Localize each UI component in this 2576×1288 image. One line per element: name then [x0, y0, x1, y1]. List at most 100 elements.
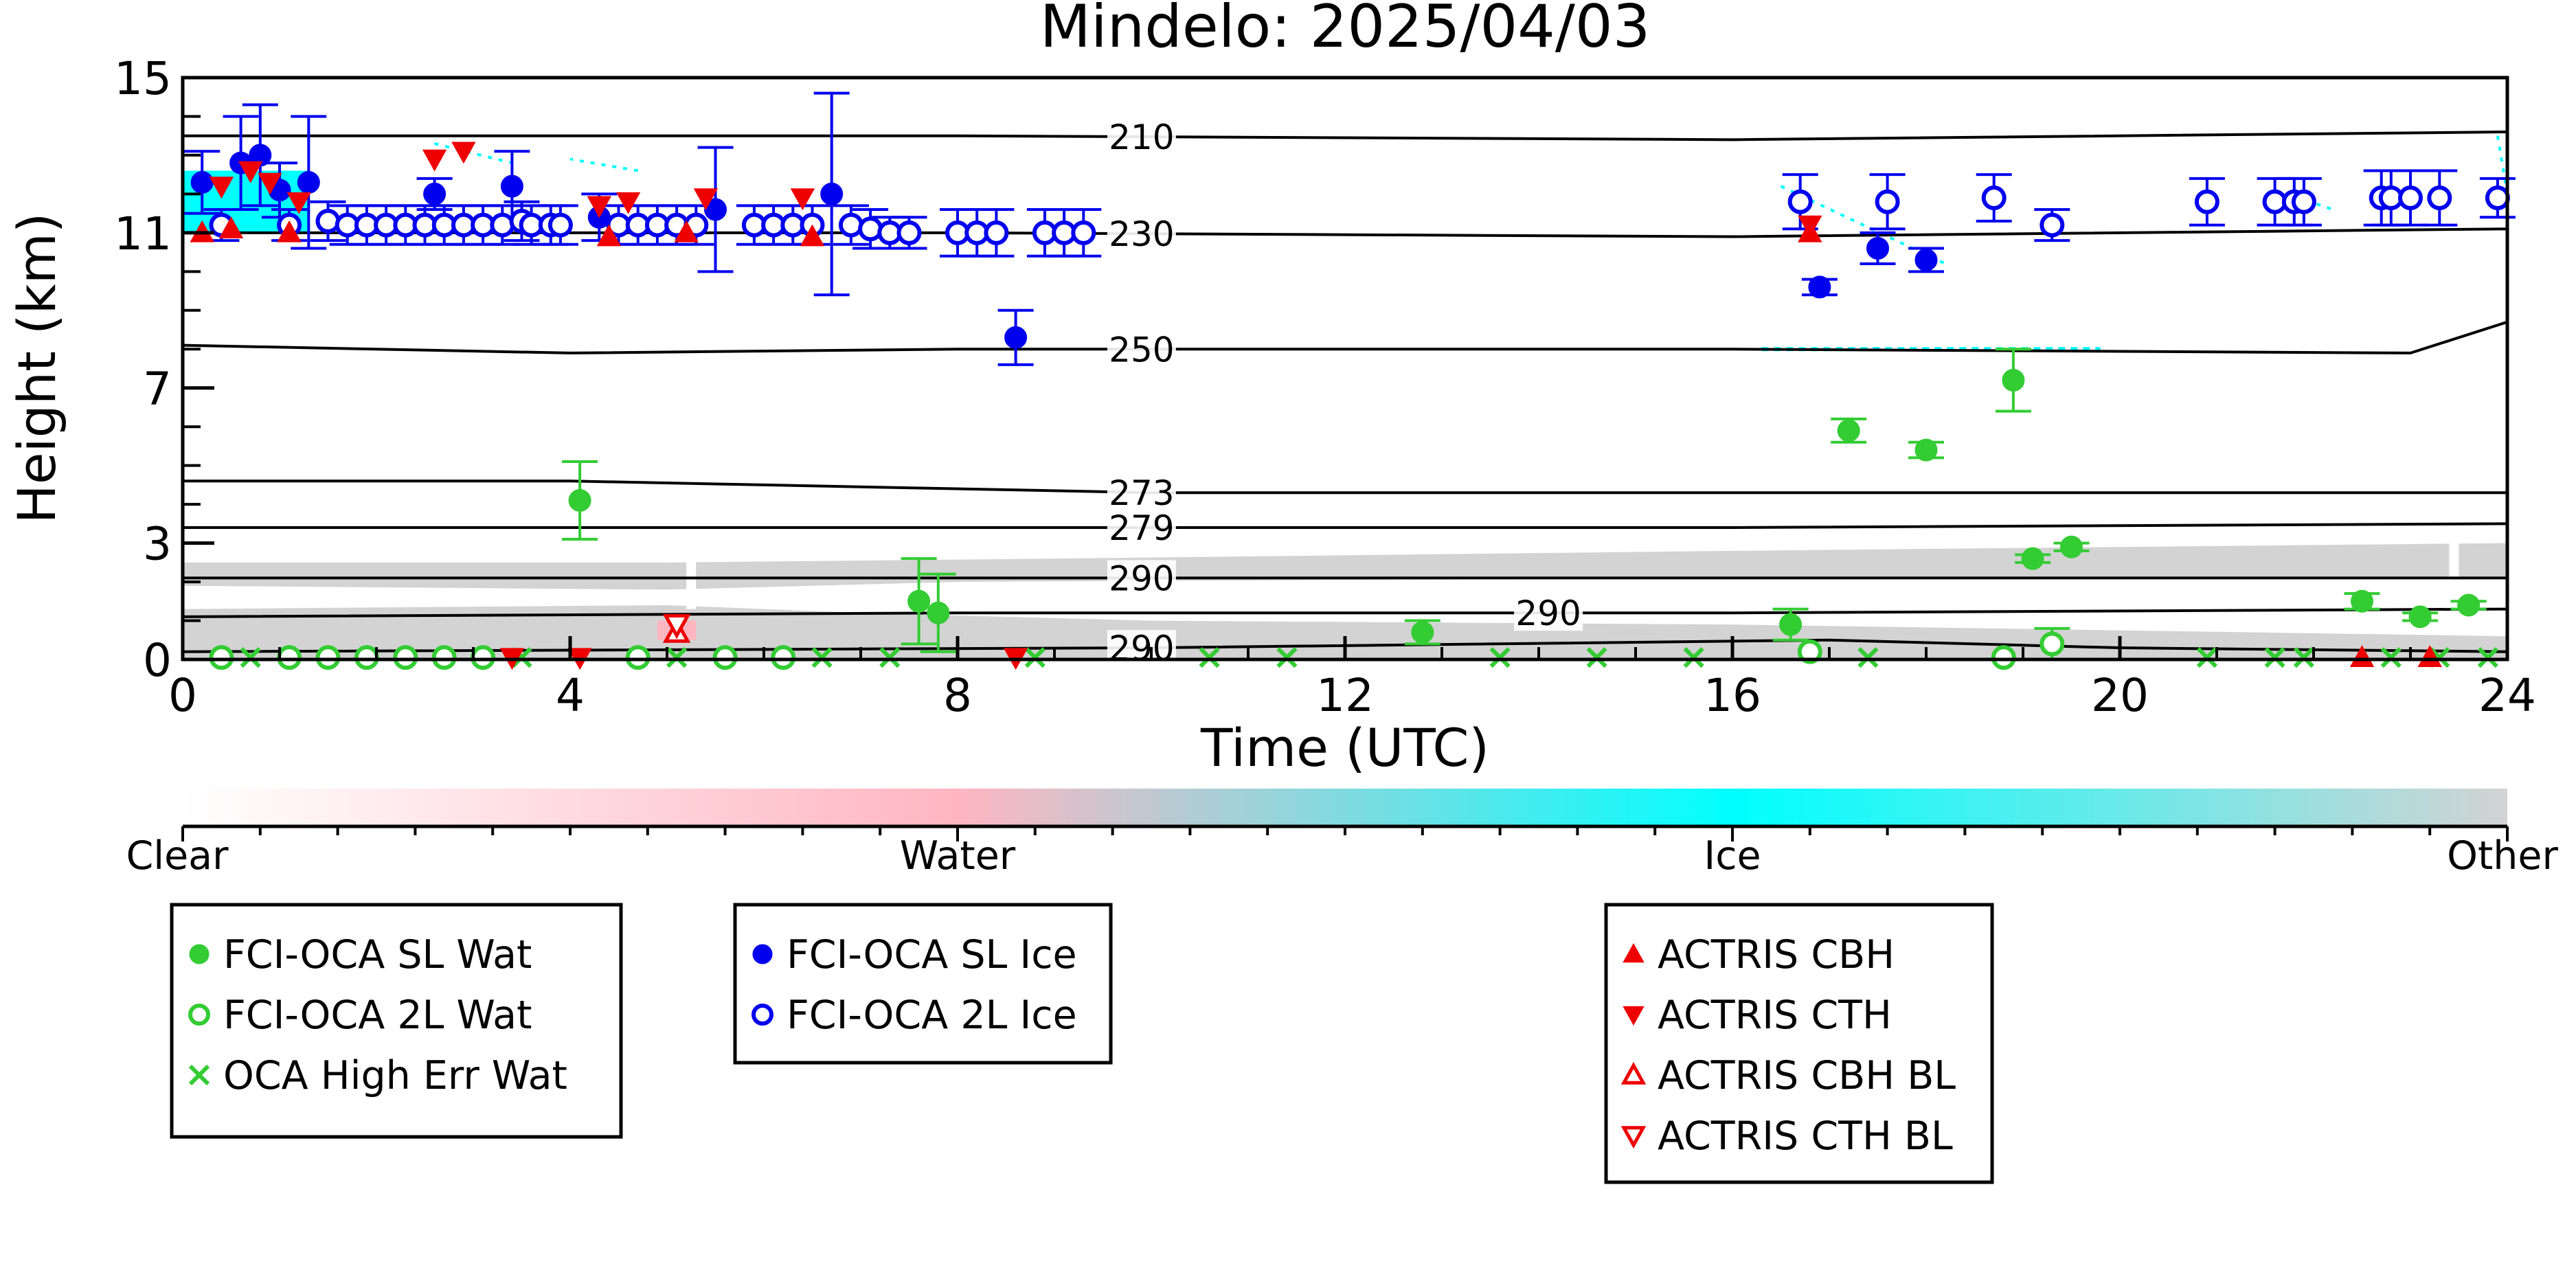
legend-frame — [733, 903, 1113, 1065]
data-point — [1683, 647, 1704, 668]
data-gap — [2449, 539, 2459, 583]
data-point — [1866, 236, 1889, 260]
x-tick-label: 0 — [168, 669, 197, 722]
data-point — [907, 589, 931, 613]
x-tick-label: 24 — [2478, 669, 2536, 722]
data-point — [2293, 647, 2315, 668]
colorbar-ticks — [181, 826, 2509, 841]
isotherm-label: 273 — [1109, 473, 1174, 513]
data-point — [2040, 631, 2065, 657]
isotherm-label-bg — [1107, 560, 1176, 596]
data-point — [1276, 647, 1298, 668]
isotherm-label-bg — [1107, 216, 1176, 252]
legend-label: ACTRIS CBH BL — [1658, 1053, 1956, 1098]
data-point — [811, 647, 833, 668]
data-point — [2380, 647, 2402, 668]
data-point — [1991, 645, 2016, 670]
isotherm-label: 230 — [1109, 214, 1174, 254]
ice-streak — [1780, 185, 1947, 265]
data-point — [2351, 589, 2373, 613]
data-point — [896, 220, 922, 245]
data-point — [315, 645, 341, 670]
isotherm-label-bg — [1107, 331, 1176, 368]
data-point — [838, 212, 863, 238]
data-point — [2477, 647, 2498, 668]
data-point — [277, 645, 302, 670]
data-point — [2349, 645, 2375, 667]
data-point — [2194, 189, 2219, 214]
data-point — [393, 645, 418, 670]
legend-label: FCI-OCA SL Wat — [223, 932, 532, 978]
legend-marker — [1623, 942, 1645, 963]
data-point — [258, 172, 282, 195]
data-point — [1071, 220, 1096, 245]
x-tick-label: 12 — [1316, 669, 1374, 722]
data-point — [218, 216, 244, 239]
data-point — [286, 192, 311, 214]
colorbar-label-water: Water — [900, 833, 1016, 879]
series-fci-oca-sl-wat — [562, 348, 2487, 653]
legend-item: FCI-OCA SL Wat — [189, 932, 532, 978]
isotherm-label: 279 — [1109, 508, 1174, 548]
isotherm-label-bg — [1107, 510, 1176, 546]
data-point — [596, 224, 622, 247]
isotherm-label: 290 — [1109, 629, 1174, 668]
legend-label: ACTRIS CTH BL — [1658, 1114, 1953, 1159]
data-point — [2417, 645, 2442, 667]
legend-item: ACTRIS CBH — [1623, 932, 1895, 978]
legend-item: ACTRIS CTH — [1623, 993, 1892, 1038]
data-point — [471, 645, 496, 670]
data-point — [615, 192, 641, 214]
data-point — [879, 647, 901, 668]
isotherm-label: 290 — [1515, 594, 1581, 633]
marker-layer — [184, 91, 2516, 670]
data-point — [712, 645, 738, 670]
data-point — [354, 645, 379, 670]
x-tick-label: 20 — [2091, 669, 2149, 722]
colorbar-label-other: Other — [2447, 833, 2558, 879]
data-point — [625, 645, 651, 670]
chart-title: Mindelo: 2025/04/03 — [1040, 0, 1651, 61]
data-point — [666, 647, 688, 668]
data-point — [431, 645, 457, 670]
isotherm-label-bg — [1107, 119, 1176, 155]
data-point — [771, 645, 796, 670]
data-point — [209, 645, 234, 670]
legend-marker — [188, 1004, 210, 1026]
y-tick-label: 15 — [114, 52, 172, 105]
data-point — [277, 220, 302, 242]
data-point — [820, 182, 844, 205]
legend-item: FCI-OCA SL Ice — [752, 932, 1077, 978]
data-point — [2398, 185, 2423, 211]
data-point — [800, 224, 825, 247]
data-point — [1586, 647, 1607, 668]
data-point — [2408, 605, 2432, 629]
legend-label: FCI-OCA 2L Ice — [787, 993, 1077, 1038]
data-point — [1798, 215, 1822, 238]
data-point — [2002, 368, 2025, 392]
x-tick-label: 16 — [1704, 669, 1761, 722]
data-point — [1779, 613, 1803, 636]
data-point — [297, 170, 320, 194]
data-point — [1199, 647, 1220, 668]
data-point — [858, 216, 883, 242]
data-point — [2060, 535, 2083, 558]
series-fci-oca-2l-wat — [209, 626, 2070, 670]
data-point — [2196, 647, 2218, 668]
data-point — [674, 220, 699, 242]
legend-frame — [1604, 903, 1994, 1184]
colorbar-gradient — [183, 789, 2507, 826]
legends: FCI-OCA SL Wat FCI-OCA 2L Wat OCA High Err… — [170, 903, 1994, 1184]
axis-layer: 0 4 8 12 16 20 24 0 3 7 11 15 — [114, 52, 2536, 722]
data-point — [2291, 189, 2316, 214]
data-point — [2485, 185, 2510, 211]
y-tick-label: 11 — [114, 207, 172, 260]
data-point — [927, 601, 950, 624]
data-point — [1411, 620, 1434, 644]
legend-box: FCI-OCA SL Ice FCI-OCA 2L Ice — [733, 903, 1113, 1065]
isotherm-label-bg — [1107, 630, 1176, 659]
legend-label: ACTRIS CBH — [1658, 932, 1895, 978]
legend-marker — [188, 1064, 210, 1086]
